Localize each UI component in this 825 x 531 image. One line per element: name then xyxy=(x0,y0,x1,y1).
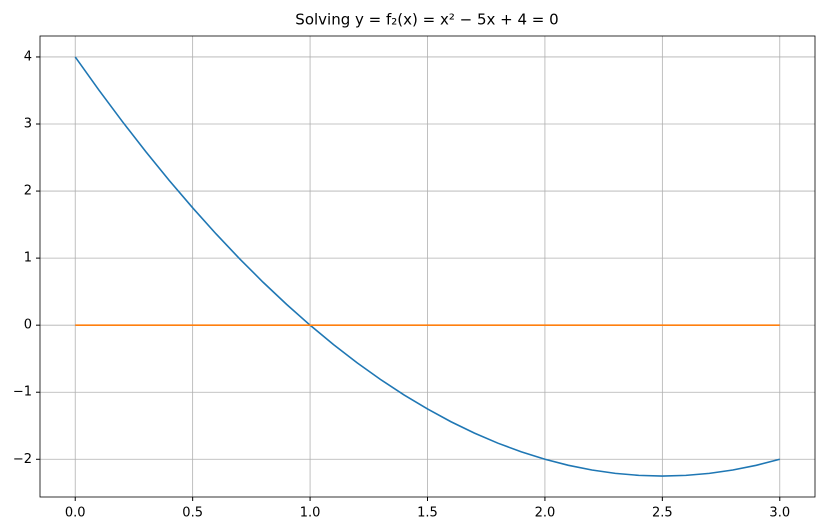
y-tick-label: −1 xyxy=(13,385,32,400)
x-tick-label: 0.0 xyxy=(65,506,86,521)
plot-frame xyxy=(39,35,816,498)
y-tick-label: 3 xyxy=(24,117,32,132)
x-tick-label: 2.5 xyxy=(652,506,673,521)
y-tick-label: −2 xyxy=(13,452,32,467)
y-tick-label: 1 xyxy=(24,251,32,266)
y-tick-label: 2 xyxy=(24,184,32,199)
x-tick-label: 1.5 xyxy=(417,506,438,521)
y-tick-label: 4 xyxy=(24,49,32,64)
x-tick-label: 1.0 xyxy=(300,506,321,521)
x-tick-label: 0.5 xyxy=(182,506,203,521)
x-tick-label: 2.0 xyxy=(535,506,556,521)
y-tick-label: 0 xyxy=(24,318,32,333)
chart-title: Solving y = f₂(x) = x² − 5x + 4 = 0 xyxy=(295,11,558,29)
series-line xyxy=(74,56,780,477)
x-tick-label: 3.0 xyxy=(769,506,790,521)
